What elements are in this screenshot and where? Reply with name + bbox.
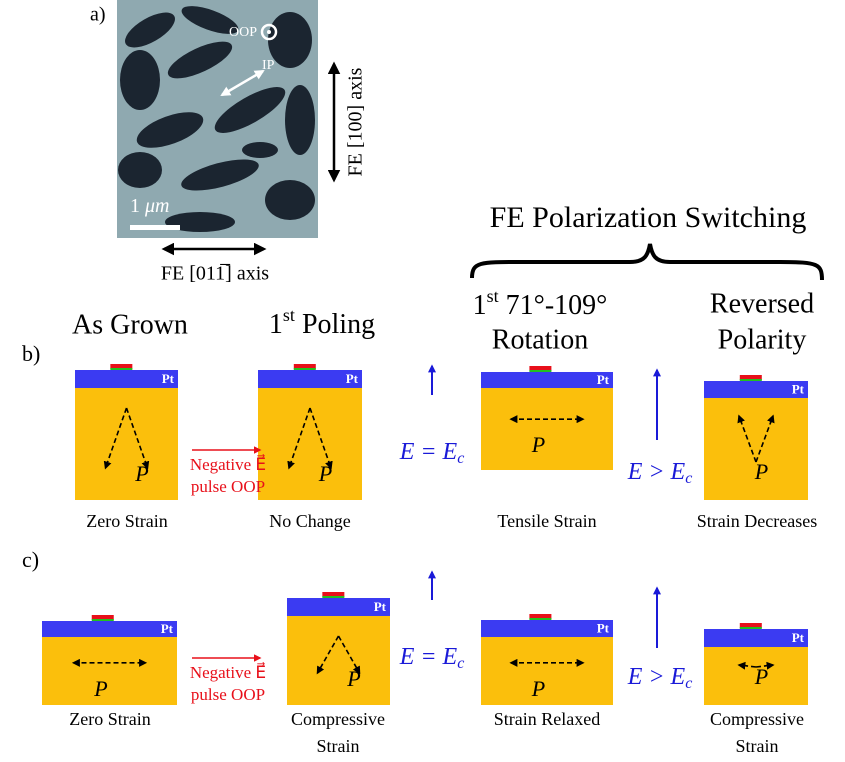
electrode-base bbox=[92, 619, 114, 621]
schematics: Pt P⃗ Zero Strain Pt P⃗ No Change Pt P⃗ Tensile … bbox=[42, 364, 817, 756]
caption: Strain Relaxed bbox=[494, 709, 600, 729]
pulse-label: Negative E⃗ bbox=[190, 454, 266, 474]
field-text: E > E bbox=[627, 459, 686, 485]
polarization-symbol: P⃗ bbox=[318, 461, 350, 486]
caption: Compressive bbox=[291, 709, 385, 729]
pt-label: Pt bbox=[346, 371, 359, 386]
electrode-base bbox=[740, 379, 762, 381]
field-sub: c bbox=[685, 675, 692, 692]
field-label: E > Ec bbox=[627, 664, 693, 692]
field-text: E = E bbox=[399, 439, 458, 465]
pt-label: Pt bbox=[374, 599, 387, 614]
polarization-symbol: P⃗ bbox=[134, 461, 166, 486]
panel-label: b) bbox=[22, 341, 40, 366]
caption: Strain bbox=[317, 736, 360, 756]
header-rest: Poling bbox=[295, 309, 375, 340]
field-sub: c bbox=[457, 450, 464, 467]
horizontal-axis-label: FE [011̅] axis bbox=[161, 263, 269, 285]
header: Polarity bbox=[718, 324, 807, 355]
header: Rotation bbox=[492, 324, 588, 355]
scale-label: 1 μm bbox=[130, 195, 169, 217]
caption: Strain Decreases bbox=[697, 511, 817, 531]
substrate bbox=[287, 616, 390, 705]
pt-layer bbox=[481, 620, 613, 637]
switching-title: FE Polarization Switching bbox=[490, 201, 807, 234]
electrode-base bbox=[529, 618, 551, 620]
scale-number: 1 bbox=[130, 195, 140, 217]
pt-label: Pt bbox=[792, 381, 805, 396]
electrode-base bbox=[322, 596, 344, 598]
header-sup: st bbox=[283, 305, 295, 325]
vertical-axis-label: FE [100] axis bbox=[345, 67, 367, 176]
pt-label: Pt bbox=[597, 372, 610, 387]
electrode-base bbox=[529, 370, 551, 372]
panel-label: c) bbox=[22, 547, 39, 572]
caption: Zero Strain bbox=[86, 511, 167, 531]
polarization-symbol: P⃗ bbox=[346, 666, 378, 691]
field-text: E = E bbox=[399, 644, 458, 670]
electrode-base bbox=[110, 368, 132, 370]
field-label: E > Ec bbox=[627, 459, 693, 487]
figure: a) OOP IP 1 μm FE [100] axis FE [011̅] a… bbox=[0, 0, 845, 762]
pulse-label: pulse OOP bbox=[191, 477, 265, 496]
header-base: 1 bbox=[473, 290, 487, 321]
pt-layer bbox=[42, 621, 177, 637]
polarization-symbol: P⃗ bbox=[531, 432, 563, 457]
field-sub: c bbox=[685, 470, 692, 487]
pt-label: Pt bbox=[162, 371, 175, 386]
substrate bbox=[481, 388, 613, 470]
pt-layer bbox=[481, 372, 613, 388]
caption: Compressive bbox=[710, 709, 804, 729]
caption: Strain bbox=[736, 736, 779, 756]
substrate bbox=[704, 398, 808, 500]
pulse-label: pulse OOP bbox=[191, 685, 265, 704]
scale-unit: μm bbox=[144, 195, 169, 217]
header: Reversed bbox=[710, 288, 814, 319]
electrode-base bbox=[294, 368, 316, 370]
field-label: E = Ec bbox=[399, 644, 465, 672]
field-text: E > E bbox=[627, 664, 686, 690]
field-label: E = Ec bbox=[399, 439, 465, 467]
polarization-symbol: P⃗ bbox=[754, 459, 786, 484]
oop-label: OOP bbox=[229, 25, 257, 40]
polarization-symbol: P⃗ bbox=[754, 664, 786, 689]
header-rest: 71°-109° bbox=[499, 290, 608, 321]
caption: No Change bbox=[269, 511, 350, 531]
header-sup: st bbox=[487, 286, 499, 306]
electrode-base bbox=[740, 627, 762, 629]
polarization-symbol: P⃗ bbox=[93, 676, 125, 701]
header: 1st 71°-109° bbox=[473, 286, 608, 321]
pt-label: Pt bbox=[792, 630, 805, 645]
caption: Zero Strain bbox=[69, 709, 150, 729]
pt-label: Pt bbox=[161, 621, 174, 636]
field-sub: c bbox=[457, 655, 464, 672]
caption: Tensile Strain bbox=[497, 511, 596, 531]
header: As Grown bbox=[72, 309, 188, 340]
ip-label: IP bbox=[262, 58, 275, 73]
panel-label: a) bbox=[90, 4, 106, 26]
pt-label: Pt bbox=[597, 620, 610, 635]
header-base: 1 bbox=[269, 309, 283, 340]
brace bbox=[472, 244, 822, 280]
polarization-symbol: P⃗ bbox=[531, 676, 563, 701]
header: 1st Poling bbox=[269, 305, 375, 340]
pulse-label: Negative E⃗ bbox=[190, 662, 266, 682]
